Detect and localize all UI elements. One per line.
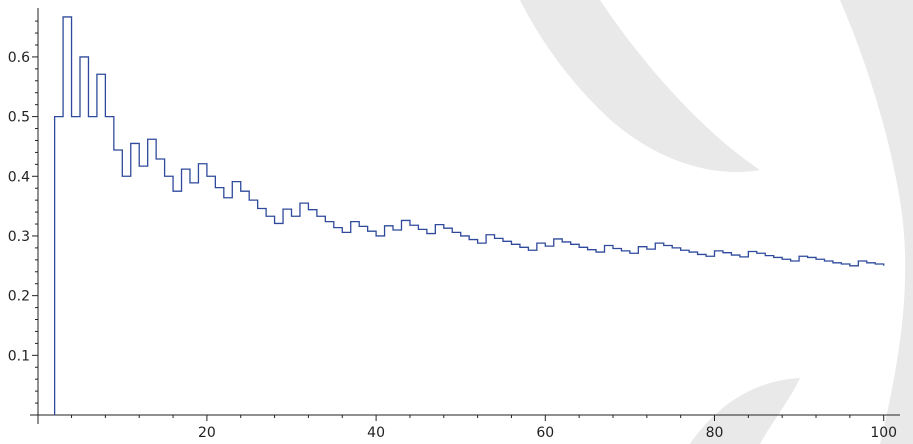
y-tick-label: 0.2 (8, 289, 30, 305)
x-tick-label: 60 (536, 425, 554, 441)
x-tick-label: 100 (870, 425, 897, 441)
y-tick-label: 0.4 (8, 169, 30, 185)
background-swoosh-right (840, 0, 913, 444)
axes: 20 40 60 80 100 0.1 0.2 0.3 0.4 0.5 0.6 (8, 8, 900, 441)
series-line (53, 16, 885, 415)
y-tick-label: 0.1 (8, 348, 30, 364)
x-ticks: 20 40 60 80 100 (71, 415, 897, 441)
x-tick-label: 40 (367, 425, 385, 441)
y-tick-label: 0.3 (8, 229, 30, 245)
background-swoosh-bottom (690, 378, 800, 444)
y-ticks: 0.1 0.2 0.3 0.4 0.5 0.6 (8, 20, 38, 404)
y-tick-label: 0.5 (8, 110, 30, 126)
x-tick-label: 80 (706, 425, 724, 441)
background-swoosh-left (520, 0, 760, 172)
y-tick-label: 0.6 (8, 50, 30, 66)
x-tick-label: 20 (198, 425, 216, 441)
